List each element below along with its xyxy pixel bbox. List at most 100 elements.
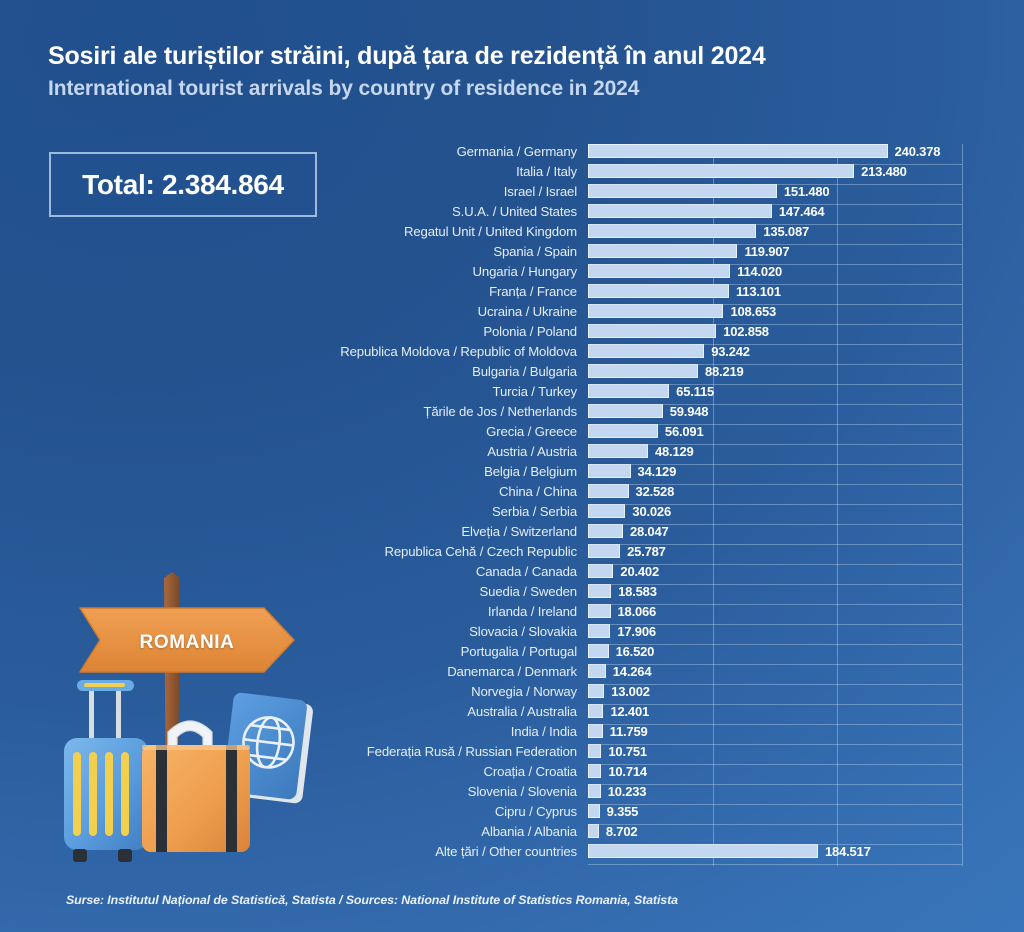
bar-value-label: 213.480 (861, 163, 907, 179)
suitcase-icon (142, 720, 250, 852)
chart-row: Bulgaria / Bulgaria 88.219 (0, 361, 1024, 381)
category-label: Slovacia / Slovakia (469, 623, 577, 639)
bar (588, 304, 724, 318)
bar-value-label: 17.906 (617, 623, 656, 639)
chart-row: Albania / Albania 8.702 (0, 821, 1024, 841)
travel-illustration: ROMANIA (64, 572, 313, 862)
chart-row: Franța / France 113.101 (0, 281, 1024, 301)
bar-value-label: 10.233 (607, 783, 647, 799)
gridline-horizontal (588, 164, 962, 165)
gridline-horizontal (588, 284, 962, 285)
bar-value-label: 151.480 (783, 183, 830, 199)
gridline-horizontal (588, 784, 962, 785)
bar (588, 144, 888, 158)
category-label: Polonia / Poland (483, 323, 577, 339)
gridline-horizontal (588, 344, 962, 345)
chart-row: Republica Cehă / Czech Republic 25.787 (0, 541, 1024, 561)
bar (588, 244, 738, 258)
bar-value-label: 114.020 (737, 263, 783, 279)
chart-row: Australia / Australia 12.401 (0, 701, 1024, 721)
bar (588, 584, 612, 598)
bar (588, 664, 606, 678)
chart-row: Canada / Canada 20.402 (0, 561, 1024, 581)
gridline-vertical (962, 144, 963, 866)
gridline-horizontal (588, 444, 962, 445)
chart-row: Norvegia / Norway 13.002 (0, 681, 1024, 701)
bar (588, 464, 631, 478)
page-title-romanian: Sosiri ale turiștilor străini, după țara… (48, 42, 766, 70)
gridline-horizontal (588, 804, 962, 805)
category-label: Ucraina / Ukraine (477, 303, 577, 319)
bar (588, 384, 670, 398)
bar-value-label: 16.520 (615, 643, 655, 659)
bar (588, 644, 609, 658)
bar-value-label: 240.378 (894, 143, 941, 159)
bar-value-label: 12.401 (610, 703, 650, 719)
bar (588, 844, 819, 858)
bar-value-label: 56.091 (664, 423, 704, 439)
gridline-horizontal (588, 604, 962, 605)
bar-wrapper: 10.751 (588, 741, 962, 761)
category-label: Federația Rusă / Russian Federation (366, 743, 577, 759)
bar (588, 184, 777, 198)
total-value-label: Total: 2.384.864 (82, 168, 284, 200)
bar (588, 564, 614, 578)
category-label: Țările de Jos / Netherlands (423, 403, 577, 419)
gridline-horizontal (588, 504, 962, 505)
category-label: Regatul Unit / United Kingdom (403, 223, 577, 239)
gridline-vertical (837, 144, 839, 866)
bar-wrapper: 28.047 (588, 521, 962, 541)
bar (588, 504, 626, 518)
category-label: S.U.A. / United States (452, 203, 577, 219)
chart-rows: Germania / Germany 240.378 Italia / Italy 2… (0, 141, 1024, 861)
chart-row: Elveția / Switzerland 28.047 (0, 521, 1024, 541)
bar-wrapper: 119.907 (588, 241, 962, 261)
bar-value-label: 28.047 (629, 523, 669, 539)
gridline-horizontal (588, 184, 962, 185)
category-label: Portugalia / Portugal (460, 643, 577, 659)
bar (588, 284, 729, 298)
bar-wrapper: 32.528 (588, 481, 962, 501)
bar-wrapper: 10.233 (588, 781, 962, 801)
signpost-arrow-icon (79, 607, 295, 673)
chart-row: Republica Moldova / Republic of Moldova 9… (0, 341, 1024, 361)
bar (588, 624, 611, 638)
page-title-english: International tourist arrivals by countr… (48, 77, 640, 100)
bar-wrapper: 18.066 (588, 601, 962, 621)
gridline-horizontal (588, 264, 962, 265)
bar (588, 264, 731, 278)
category-label: Elveția / Switzerland (461, 523, 577, 539)
title-block: Sosiri ale turiștilor străini, după țara… (48, 40, 948, 105)
category-label: Republica Cehă / Czech Republic (384, 543, 577, 559)
chart-row: India / India 11.759 (0, 721, 1024, 741)
gridline-horizontal (588, 404, 962, 405)
chart-row: Cipru / Cyprus 9.355 (0, 801, 1024, 821)
gridline-horizontal (588, 524, 962, 525)
bar-value-label: 135.087 (763, 223, 809, 239)
bar-wrapper: 184.517 (588, 841, 962, 861)
bar-value-label: 32.528 (635, 483, 675, 499)
chart-row: Slovacia / Slovakia 17.906 (0, 621, 1024, 641)
chart-row: Serbia / Serbia 30.026 (0, 501, 1024, 521)
chart-row: Croația / Croatia 10.714 (0, 761, 1024, 781)
bar-value-label: 14.264 (612, 663, 652, 679)
gridline-horizontal (588, 824, 962, 825)
bar-value-label: 34.129 (637, 463, 677, 479)
bar (588, 764, 602, 778)
bar-value-label: 8.702 (605, 823, 638, 839)
bar-wrapper: 11.759 (588, 721, 962, 741)
category-label: Austria / Austria (487, 443, 577, 459)
bar (588, 224, 757, 238)
bar-wrapper: 34.129 (588, 461, 962, 481)
bar-value-label: 59.948 (669, 403, 709, 419)
rolling-suitcase-icon (64, 680, 148, 862)
bar-value-label: 10.714 (608, 763, 647, 779)
bar (588, 364, 698, 378)
bar-wrapper: 56.091 (588, 421, 962, 441)
bar-wrapper: 9.355 (588, 801, 962, 821)
bar-wrapper: 102.858 (588, 321, 962, 341)
category-label: Republica Moldova / Republic of Moldova (340, 343, 577, 359)
bar-wrapper: 30.026 (588, 501, 962, 521)
gridline-horizontal (588, 744, 962, 745)
category-label: Suedia / Sweden (479, 583, 578, 599)
